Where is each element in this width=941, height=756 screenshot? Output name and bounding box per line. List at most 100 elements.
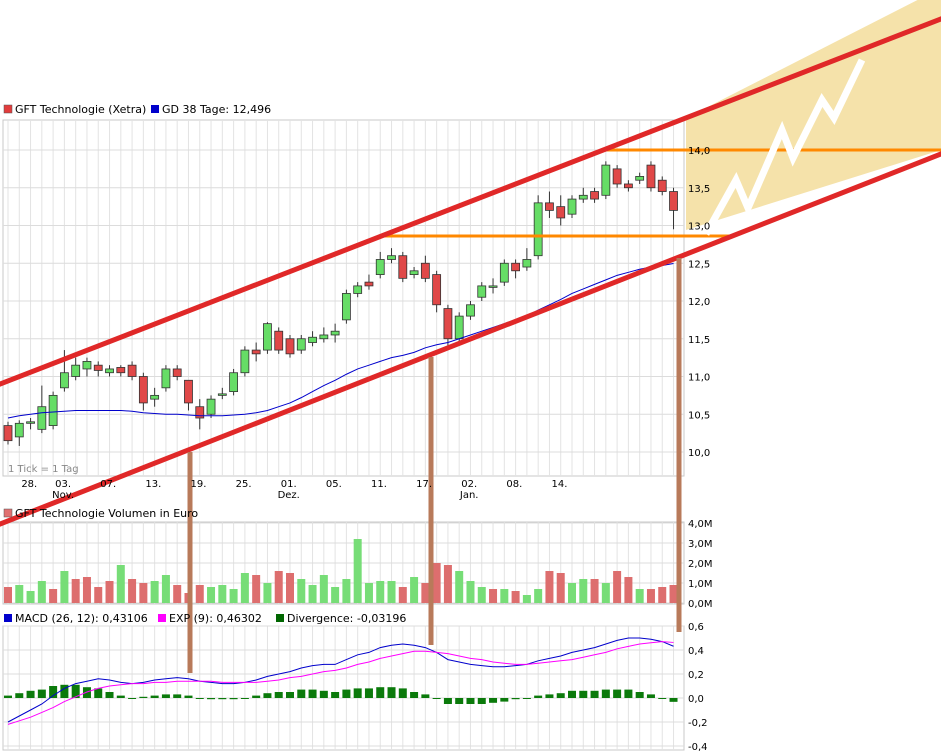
divergence-bar <box>364 688 373 698</box>
volume-bar <box>364 583 373 603</box>
candle <box>341 289 351 324</box>
date-tick-label: 17. <box>416 479 432 490</box>
candle <box>127 361 137 381</box>
panel-frame-2 <box>2 625 685 751</box>
volume-bar <box>116 565 125 603</box>
date-tick-label: 02. <box>461 479 477 490</box>
macd-axis-ticks: -0,4 -0,2 0,0 0,2 0,4 0,6 <box>688 622 708 753</box>
volume-tick-label: 4,0M <box>688 519 713 530</box>
candle <box>150 387 160 407</box>
candle <box>545 191 554 218</box>
divergence-bar <box>669 698 678 702</box>
volume-bar <box>297 579 306 603</box>
volume-bar <box>489 589 498 603</box>
divergence-bar <box>387 687 396 698</box>
candle-body <box>635 176 645 181</box>
candle-body <box>184 379 193 404</box>
volume-bar <box>60 571 69 603</box>
legend-macd: MACD (26, 12): 0,43106 <box>15 612 148 625</box>
volume-bar <box>613 571 622 603</box>
candle-body <box>150 394 160 400</box>
divergence-bars <box>4 684 678 704</box>
macd-line <box>7 637 674 723</box>
volume-tick-label: 3,0M <box>688 539 713 550</box>
candle <box>14 420 24 446</box>
volume-bar <box>669 585 678 603</box>
divergence-bar <box>568 690 576 698</box>
forecast-zigzag <box>702 58 866 236</box>
month-tick-label: Jan. <box>459 490 479 501</box>
candle <box>184 379 193 411</box>
divergence-bar <box>15 693 24 698</box>
gd38-line <box>7 263 674 419</box>
divergence-bar <box>274 692 283 698</box>
divergence-bar <box>263 693 272 698</box>
divergence-bar <box>94 688 103 698</box>
candle <box>364 274 374 290</box>
candle-body <box>545 202 554 211</box>
candle-body <box>229 372 239 393</box>
legend-swatch-exp <box>158 614 166 622</box>
candle <box>398 251 408 283</box>
volume-bar <box>658 587 667 603</box>
divergence-bar <box>590 690 599 698</box>
volume-bar <box>545 571 554 603</box>
candle-body <box>454 315 464 340</box>
volume-bar <box>49 589 58 603</box>
candle <box>285 334 295 358</box>
volume-bar <box>387 581 396 603</box>
candle <box>477 282 487 301</box>
volume-bar <box>37 581 46 603</box>
legend-swatch-volume <box>3 508 13 518</box>
date-axis-ticks: 28. 03.Nov. 07. 13. 19. 25. 01.Dez. 05. 11. 17. 02… <box>21 479 567 501</box>
legend-exp: EXP (9): 0,46302 <box>169 612 262 625</box>
channel-upper-line <box>0 16 941 387</box>
candle <box>522 248 532 271</box>
candle-body <box>319 334 329 340</box>
volume-bar <box>26 591 35 603</box>
volume-bars <box>4 539 678 603</box>
divergence-bar <box>49 686 58 698</box>
volume-bar <box>139 583 148 603</box>
candle <box>71 357 81 381</box>
legend-gd38: GD 38 Tage: 12,496 <box>162 103 271 116</box>
date-tick-label: 08. <box>506 479 522 490</box>
candle-body <box>161 368 171 389</box>
divergence-bar <box>443 698 452 704</box>
divergence-bar <box>150 695 159 698</box>
candle-body <box>251 349 261 355</box>
divergence-bar <box>556 693 565 698</box>
divergence-bar <box>4 695 12 698</box>
candle <box>624 180 633 192</box>
candle-body <box>387 255 396 260</box>
candle-body <box>466 304 475 317</box>
volume-bar <box>128 579 137 603</box>
volume-bar <box>432 563 441 603</box>
candle-body <box>353 285 363 294</box>
candle <box>48 391 58 430</box>
candle-body <box>138 376 148 404</box>
date-tick-label: 03. <box>55 479 71 490</box>
channel-lower-line <box>0 151 941 527</box>
legend-swatch-price <box>3 104 13 114</box>
divergence-bar <box>161 694 170 698</box>
candle <box>635 172 645 184</box>
volume-tick-label: 2,0M <box>688 559 713 570</box>
candle-body <box>556 206 566 219</box>
candle-body <box>409 270 419 275</box>
volume-bar <box>579 579 588 603</box>
price-tick-label: 13,0 <box>688 222 710 233</box>
price-tick-label: 12,5 <box>688 259 710 270</box>
candle <box>195 399 205 430</box>
candle <box>387 248 396 264</box>
divergence-bar <box>184 695 193 698</box>
candle <box>375 251 385 279</box>
volume-bar <box>274 571 283 603</box>
divergence-bar <box>286 692 294 698</box>
divergence-bar <box>173 694 182 698</box>
candle-body <box>375 259 385 275</box>
volume-bar <box>195 585 204 603</box>
candle-body <box>217 393 227 396</box>
candle-body <box>330 330 340 336</box>
